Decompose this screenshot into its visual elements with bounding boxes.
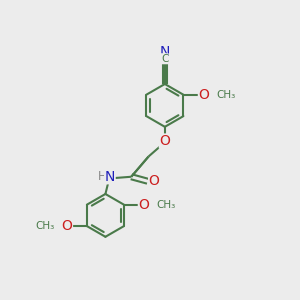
Text: CH₃: CH₃: [35, 221, 54, 231]
Text: O: O: [61, 219, 72, 233]
Text: O: O: [159, 134, 170, 148]
Text: CH₃: CH₃: [157, 200, 176, 210]
Text: H: H: [98, 170, 107, 183]
Text: O: O: [138, 198, 149, 212]
Text: C: C: [161, 54, 168, 64]
Text: O: O: [149, 174, 160, 188]
Text: N: N: [160, 45, 170, 59]
Text: CH₃: CH₃: [217, 90, 236, 100]
Text: O: O: [199, 88, 209, 102]
Text: N: N: [105, 170, 115, 184]
